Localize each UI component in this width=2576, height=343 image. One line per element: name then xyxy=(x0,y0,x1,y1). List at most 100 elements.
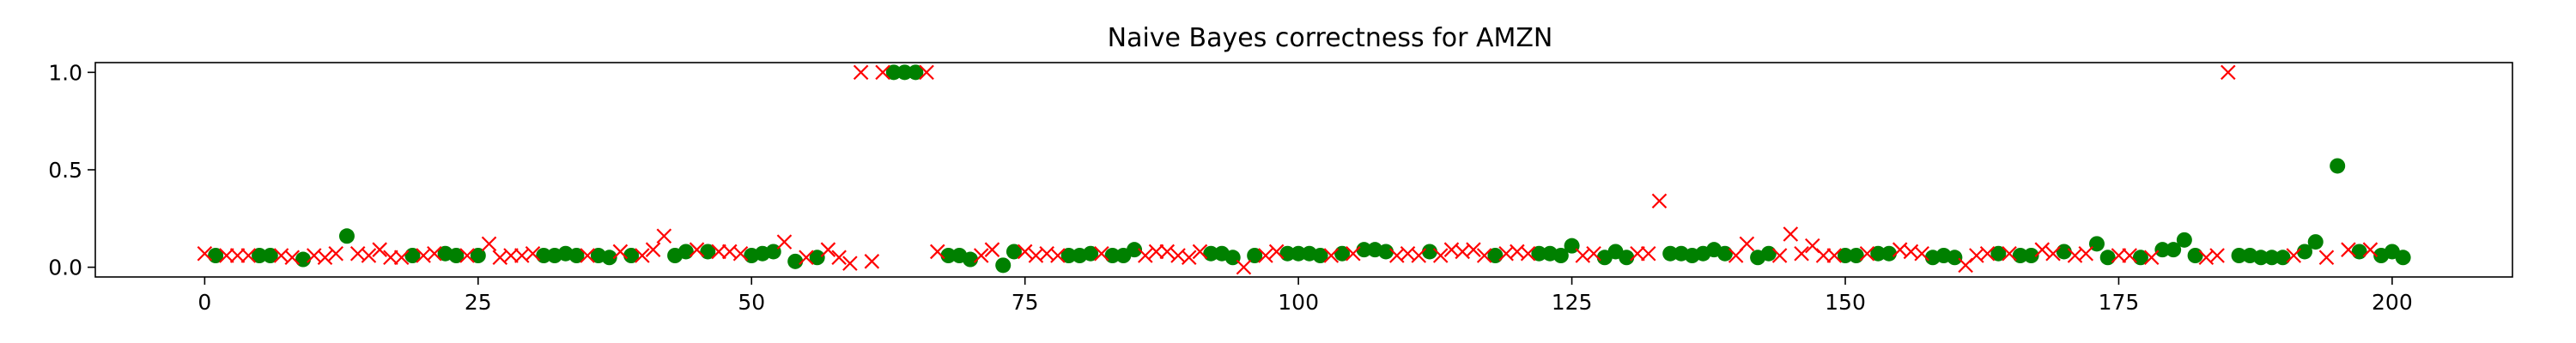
correct-point xyxy=(1619,250,1635,266)
x-tick-label: 75 xyxy=(1012,290,1039,315)
correct-point xyxy=(1947,250,1963,266)
incorrect-point xyxy=(1640,245,1656,262)
incorrect-point xyxy=(689,242,705,257)
correct-point xyxy=(896,64,913,81)
incorrect-point xyxy=(2034,242,2050,257)
x-tick-label: 100 xyxy=(1278,290,1319,315)
incorrect-point xyxy=(383,250,398,266)
incorrect-point xyxy=(1783,226,1799,242)
incorrect-point xyxy=(284,250,301,266)
incorrect-point xyxy=(1630,245,1645,262)
correct-point xyxy=(1990,245,2007,262)
incorrect-point xyxy=(328,245,344,262)
incorrect-point xyxy=(2286,248,2302,263)
correct-point xyxy=(1378,244,1394,260)
correct-point xyxy=(940,248,957,263)
correct-point xyxy=(448,248,465,263)
incorrect-point xyxy=(1586,245,1601,262)
correct-point xyxy=(2263,250,2280,266)
correct-point xyxy=(1083,245,1099,262)
incorrect-point xyxy=(2111,248,2127,263)
correct-point xyxy=(2296,244,2312,260)
incorrect-point xyxy=(930,244,945,260)
correct-point xyxy=(1060,248,1077,263)
incorrect-point xyxy=(820,242,836,257)
correct-point xyxy=(787,253,804,269)
incorrect-point xyxy=(1914,245,1929,262)
correct-point xyxy=(1760,245,1777,262)
incorrect-point xyxy=(2221,64,2236,81)
x-tick-label: 150 xyxy=(1825,290,1866,315)
plot-frame xyxy=(94,62,2513,278)
y-tick-label: 0.0 xyxy=(48,256,82,280)
correct-point xyxy=(1005,244,1022,260)
incorrect-point xyxy=(240,248,257,263)
incorrect-point xyxy=(776,234,793,250)
incorrect-point xyxy=(973,248,989,263)
incorrect-point xyxy=(393,250,410,266)
incorrect-point xyxy=(427,245,442,262)
incorrect-point xyxy=(1050,248,1066,263)
incorrect-point xyxy=(1815,248,1832,263)
x-tick-label: 25 xyxy=(465,290,492,315)
incorrect-point xyxy=(1094,245,1109,262)
correct-point xyxy=(1531,245,1547,262)
correct-point xyxy=(2253,250,2269,266)
incorrect-point xyxy=(1520,245,1536,262)
incorrect-point xyxy=(1771,248,1788,263)
correct-point xyxy=(252,248,268,263)
correct-point xyxy=(1127,242,1143,258)
incorrect-point xyxy=(2362,242,2379,257)
correct-point xyxy=(995,257,1012,274)
incorrect-point xyxy=(1826,248,1843,263)
correct-point xyxy=(2099,250,2116,266)
y-axis-ticks: 0.0 0.5 1.0 xyxy=(48,60,95,280)
incorrect-point xyxy=(984,242,1000,257)
correct-point xyxy=(623,248,640,263)
incorrect-point xyxy=(1476,248,1492,263)
incorrect-point xyxy=(197,245,213,262)
correct-point xyxy=(2275,250,2291,266)
correct-point xyxy=(2231,248,2247,263)
incorrect-point xyxy=(361,248,377,263)
incorrect-point xyxy=(1859,245,1875,262)
correct-point xyxy=(885,64,902,81)
correct-point xyxy=(963,251,979,268)
correct-point xyxy=(295,251,312,268)
incorrect-point xyxy=(853,64,869,81)
incorrect-point xyxy=(1148,244,1164,260)
incorrect-point xyxy=(1432,248,1449,263)
incorrect-point xyxy=(525,245,541,262)
x-axis-ticks: 0 25 50 75 100 125 150 175 200 xyxy=(197,277,2413,315)
incorrect-point xyxy=(2341,242,2356,257)
incorrect-point xyxy=(2143,250,2160,266)
correct-point xyxy=(338,228,355,244)
y-tick-label: 0.5 xyxy=(48,158,82,183)
incorrect-point xyxy=(1323,248,1340,263)
incorrect-point xyxy=(1739,236,1755,252)
incorrect-point xyxy=(219,248,234,263)
incorrect-point xyxy=(2045,245,2061,262)
incorrect-point xyxy=(1651,193,1668,209)
incorrect-point xyxy=(503,248,519,263)
x-tick-label: 125 xyxy=(1552,290,1593,315)
incorrect-point xyxy=(2209,248,2225,263)
incorrect-point xyxy=(372,242,387,257)
incorrect-point xyxy=(2078,245,2094,262)
correct-point xyxy=(262,248,278,263)
incorrect-point xyxy=(1181,250,1197,266)
correct-point xyxy=(470,248,486,263)
incorrect-point xyxy=(1268,244,1285,260)
correct-point xyxy=(2023,248,2039,263)
incorrect-point xyxy=(645,242,661,257)
y-tick-label: 1.0 xyxy=(48,60,82,85)
incorrect-point xyxy=(317,250,333,266)
incorrect-points xyxy=(197,64,2379,275)
correct-point xyxy=(2154,242,2171,258)
correct-point xyxy=(2176,232,2192,248)
incorrect-point xyxy=(229,248,246,263)
incorrect-point xyxy=(1411,248,1427,263)
correct-point xyxy=(568,248,585,263)
x-tick-label: 0 xyxy=(197,290,211,315)
correct-point xyxy=(1716,245,1733,262)
